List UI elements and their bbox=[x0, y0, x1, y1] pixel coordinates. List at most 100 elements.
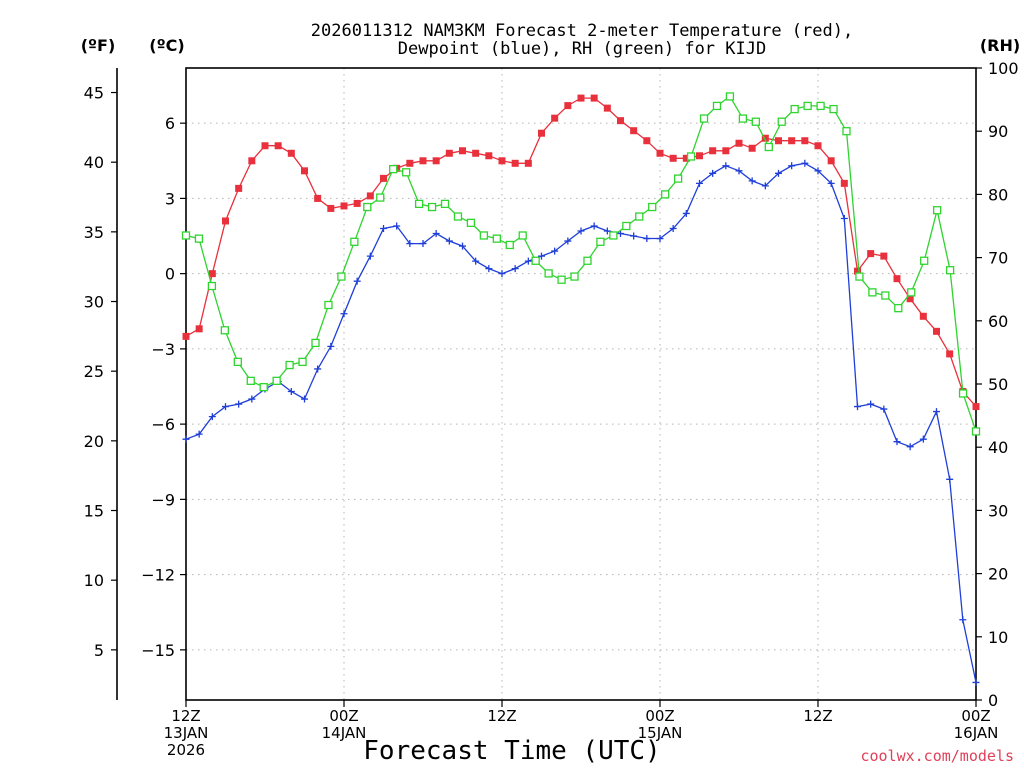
rh-point bbox=[945, 266, 955, 275]
c-tick-label: 0 bbox=[165, 265, 175, 284]
2-meter-temperature-point bbox=[261, 142, 269, 150]
2-meter-temperature-point bbox=[380, 174, 387, 182]
c-tick-label: 3 bbox=[165, 189, 175, 208]
c-tick-label: −6 bbox=[151, 415, 175, 434]
2-meter-temperature-point bbox=[235, 184, 243, 192]
dewpoint-point bbox=[406, 240, 414, 248]
dewpoint-point bbox=[893, 438, 901, 446]
2-meter-temperature-point bbox=[248, 157, 256, 165]
f-tick-label: 10 bbox=[84, 571, 104, 590]
2-meter-temperature-point bbox=[919, 312, 927, 320]
rh-point bbox=[803, 101, 812, 111]
dewpoint-point bbox=[709, 169, 717, 177]
dewpoint-line bbox=[185, 162, 977, 683]
dewpoint-point bbox=[485, 265, 493, 273]
rh-point bbox=[725, 92, 735, 101]
2-meter-temperature-point bbox=[406, 159, 414, 167]
dewpoint-point bbox=[472, 257, 480, 265]
dewpoint-point bbox=[669, 225, 677, 233]
2-meter-temperature-point bbox=[564, 102, 572, 110]
grid-lines bbox=[186, 68, 976, 700]
dewpoint-point bbox=[577, 227, 585, 235]
x-tick-label: 15JAN bbox=[638, 724, 683, 742]
2-meter-temperature-point bbox=[801, 137, 809, 145]
dewpoint-point bbox=[524, 257, 532, 265]
dewpoint-point bbox=[867, 400, 875, 408]
2-meter-temperature-point bbox=[735, 139, 743, 147]
rh-point bbox=[777, 117, 786, 126]
rh-point bbox=[596, 237, 605, 246]
2-meter-temperature-point bbox=[314, 194, 322, 202]
2-meter-temperature-point bbox=[327, 204, 335, 212]
rh-tick-label: 60 bbox=[988, 312, 1008, 331]
x-tick-label: 14JAN bbox=[322, 724, 367, 742]
rh-tick-label: 20 bbox=[988, 565, 1008, 584]
c-tick-label: −9 bbox=[151, 490, 175, 509]
axes bbox=[111, 67, 982, 707]
rh-point bbox=[233, 357, 242, 367]
dewpoint-point bbox=[419, 240, 427, 248]
rh-point bbox=[544, 269, 553, 278]
dewpoint-point bbox=[656, 235, 664, 243]
dewpoint-point bbox=[590, 222, 598, 230]
rh-point bbox=[363, 202, 372, 212]
2-meter-temperature-point bbox=[643, 137, 651, 145]
rh-point bbox=[920, 256, 929, 265]
rh-point bbox=[194, 234, 204, 243]
dewpoint-point bbox=[445, 237, 453, 245]
2-meter-temperature-point bbox=[459, 147, 466, 155]
rh-point bbox=[181, 231, 191, 240]
f-tick-label: 30 bbox=[84, 293, 104, 312]
dewpoint-point bbox=[880, 405, 888, 413]
rh-point bbox=[738, 114, 748, 123]
2-meter-temperature-point bbox=[788, 137, 796, 145]
c-tick-label: −12 bbox=[141, 566, 175, 585]
2-meter-temperature-point bbox=[472, 149, 480, 157]
rh-point bbox=[712, 101, 722, 111]
f-tick-label: 45 bbox=[84, 84, 104, 103]
dewpoint-point bbox=[366, 252, 374, 260]
2-meter-temperature-point bbox=[603, 104, 611, 112]
dewpoint-point bbox=[722, 162, 730, 170]
dewpoint-point bbox=[827, 179, 835, 187]
dewpoint-point bbox=[459, 242, 466, 250]
rh-point bbox=[324, 300, 333, 310]
2-meter-temperature-point bbox=[195, 325, 203, 333]
rh-point bbox=[894, 304, 903, 313]
rh-point bbox=[220, 326, 230, 335]
2-meter-temperature-point bbox=[538, 129, 545, 137]
2-meter-temperature-point bbox=[761, 134, 769, 142]
rh-point bbox=[868, 288, 877, 297]
2-meter-temperature-point bbox=[972, 403, 980, 411]
rh-point bbox=[557, 275, 566, 284]
rh-line bbox=[185, 95, 977, 432]
2-meter-temperature-point bbox=[709, 147, 717, 155]
rh-point bbox=[842, 127, 851, 136]
dewpoint-point bbox=[972, 678, 980, 686]
2-meter-temperature-point bbox=[946, 350, 954, 358]
rh-tick-label: 50 bbox=[988, 375, 1008, 394]
rh-point bbox=[402, 168, 411, 177]
c-tick-label: −15 bbox=[141, 641, 175, 660]
2-meter-temperature-point bbox=[775, 137, 782, 145]
dewpoint-point bbox=[222, 403, 229, 411]
rh-point bbox=[583, 256, 592, 265]
rh-tick-label: 30 bbox=[988, 501, 1008, 520]
rh-point bbox=[648, 202, 657, 212]
source-credit: coolwx.com/models bbox=[860, 747, 1014, 765]
dewpoint-point bbox=[301, 395, 308, 403]
dewpoint-point bbox=[696, 179, 703, 187]
rh-point bbox=[259, 383, 268, 392]
rh-point bbox=[932, 206, 942, 215]
dewpoint-point bbox=[551, 247, 559, 255]
x-tick-label: 2026 bbox=[167, 741, 205, 759]
dewpoint-point bbox=[801, 159, 809, 167]
rh-point bbox=[686, 152, 696, 161]
rh-tick-label: 10 bbox=[988, 628, 1008, 647]
2-meter-temperature-point bbox=[933, 327, 940, 335]
dewpoint-point bbox=[840, 214, 848, 222]
2-meter-temperature-point bbox=[485, 152, 493, 160]
2-meter-temperature-point bbox=[524, 159, 532, 167]
2-meter-temperature-point bbox=[590, 94, 598, 102]
